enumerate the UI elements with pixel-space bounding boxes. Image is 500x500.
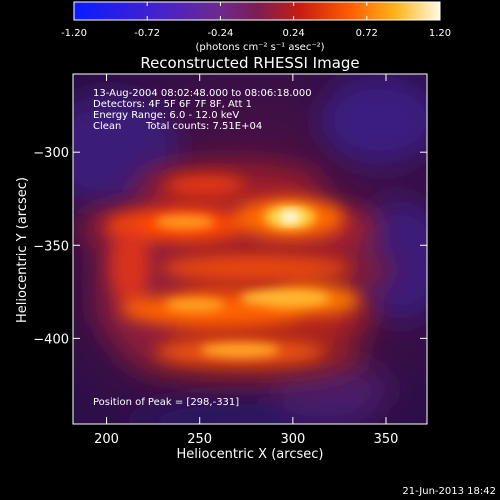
x-tick-label: 200 xyxy=(94,432,119,447)
colorbar-tick-label: -1.20 xyxy=(61,28,87,39)
x-tick-label: 350 xyxy=(374,432,399,447)
colorbar-unit-label: (photons cm⁻² s⁻¹ asec⁻²) xyxy=(195,42,324,53)
x-tick-label: 250 xyxy=(187,432,212,447)
heatmap-image xyxy=(73,74,427,424)
colorbar-ticks: -1.20 -0.72 -0.24 0.24 0.72 1.20 xyxy=(61,2,451,39)
annotation-peak-position: Position of Peak = [298,-331] xyxy=(93,397,239,408)
colorbar-tick-label: 1.20 xyxy=(429,28,451,39)
annotation-energy: Energy Range: 6.0 - 12.0 keV xyxy=(93,110,239,121)
y-tick-label: −350 xyxy=(33,239,69,254)
y-axis: −300 −350 −400 xyxy=(33,146,427,347)
x-axis-label: Heliocentric X (arcsec) xyxy=(177,447,324,462)
colorbar-tick-label: 0.24 xyxy=(282,28,304,39)
footer-date: 21-Jun-2013 18:42 xyxy=(402,486,496,497)
y-tick-label: −300 xyxy=(33,146,69,161)
colorbar-tick-label: -0.24 xyxy=(207,28,233,39)
colorbar xyxy=(73,1,441,21)
annotation-counts: Total counts: 7.51E+04 xyxy=(145,121,262,132)
annotation-detectors: Detectors: 4F 5F 6F 7F 8F, Att 1 xyxy=(93,99,252,110)
y-tick-label: −400 xyxy=(33,332,69,347)
colorbar-tick-label: 0.72 xyxy=(356,28,378,39)
x-tick-label: 300 xyxy=(280,432,305,447)
plot-frame xyxy=(72,73,428,425)
chart-title: Reconstructed RHESSI Image xyxy=(140,54,359,72)
x-axis: 200 250 300 350 xyxy=(94,74,398,447)
annotation-time: 13-Aug-2004 08:02:48.000 to 08:06:18.000 xyxy=(93,88,312,99)
y-axis-label: Heliocentric Y (arcsec) xyxy=(15,177,30,323)
colorbar-tick-label: -0.72 xyxy=(134,28,160,39)
annotation-clean: Clean xyxy=(93,121,121,132)
peak-hotspot xyxy=(279,210,301,224)
